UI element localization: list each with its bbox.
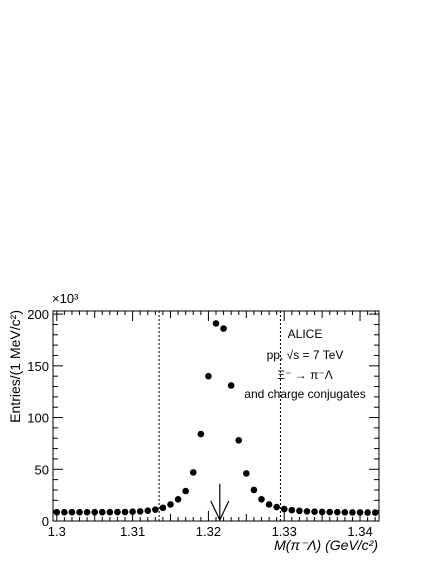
data-point	[83, 508, 91, 516]
data-point	[334, 508, 341, 516]
data-point	[250, 486, 258, 494]
data-point	[114, 508, 121, 516]
data-point	[167, 501, 174, 508]
annotation-experiment: ALICE	[288, 327, 323, 341]
data-point	[152, 506, 159, 513]
data-point	[159, 504, 167, 512]
data-point	[280, 505, 288, 513]
data-point	[121, 508, 129, 516]
y-axis-label: Entries/(1 MeV/c²)	[7, 310, 23, 423]
x-tick-label: 1.32	[196, 524, 221, 539]
x-tick-label: 1.3	[48, 524, 66, 539]
peak-arrow	[210, 483, 230, 522]
data-point	[76, 508, 83, 516]
data-point	[303, 508, 311, 515]
data-point	[106, 508, 114, 516]
data-point	[273, 503, 280, 511]
annotation-conjugates: and charge conjugates	[244, 387, 365, 401]
data-point	[136, 508, 144, 515]
arrow-head	[210, 500, 230, 522]
x-axis-label: M(π⁻Λ) (GeV/c²)	[274, 537, 378, 553]
data-point	[212, 320, 220, 327]
y-tick-label: 150	[27, 359, 49, 374]
y-tick-label: 100	[27, 411, 49, 426]
data-point	[341, 509, 349, 516]
data-points	[53, 320, 379, 516]
data-point	[227, 382, 235, 389]
y-axis: 0 50 100 150 200	[27, 307, 379, 529]
data-point	[182, 487, 189, 495]
data-point	[91, 508, 98, 516]
y-tick-label: 50	[35, 462, 49, 477]
data-point	[243, 470, 250, 477]
data-point	[288, 506, 296, 514]
data-point	[318, 508, 326, 516]
data-point	[61, 508, 68, 516]
x-tick-label: 1.33	[272, 524, 297, 539]
data-point	[174, 495, 182, 503]
x-tick-label: 1.31	[120, 524, 145, 539]
x-axis: 1.3 1.31 1.32 1.33 1.34	[48, 311, 376, 539]
data-point	[144, 507, 152, 514]
y-tick-label: 0	[42, 514, 49, 529]
data-point	[98, 508, 106, 516]
plot-frame	[52, 310, 380, 522]
data-point	[205, 372, 212, 380]
x-tick-label: 1.34	[347, 524, 372, 539]
data-point	[364, 509, 371, 516]
annotation-collision: pp, √s = 7 TeV	[267, 348, 344, 362]
data-point	[265, 501, 273, 508]
data-point	[220, 325, 227, 332]
data-point	[326, 508, 334, 516]
data-point	[189, 469, 197, 476]
y-tick-label: 200	[27, 307, 49, 322]
data-point	[258, 495, 265, 503]
data-point	[197, 430, 205, 438]
y-multiplier: ×10³	[52, 291, 79, 306]
selection-window-lines	[158, 311, 281, 521]
annotation-decay: Ξ⁻ → π⁻Λ	[277, 368, 332, 382]
data-point	[235, 437, 243, 444]
data-point	[296, 507, 303, 515]
data-point	[349, 509, 356, 516]
data-point	[68, 508, 76, 516]
data-point	[311, 508, 318, 515]
